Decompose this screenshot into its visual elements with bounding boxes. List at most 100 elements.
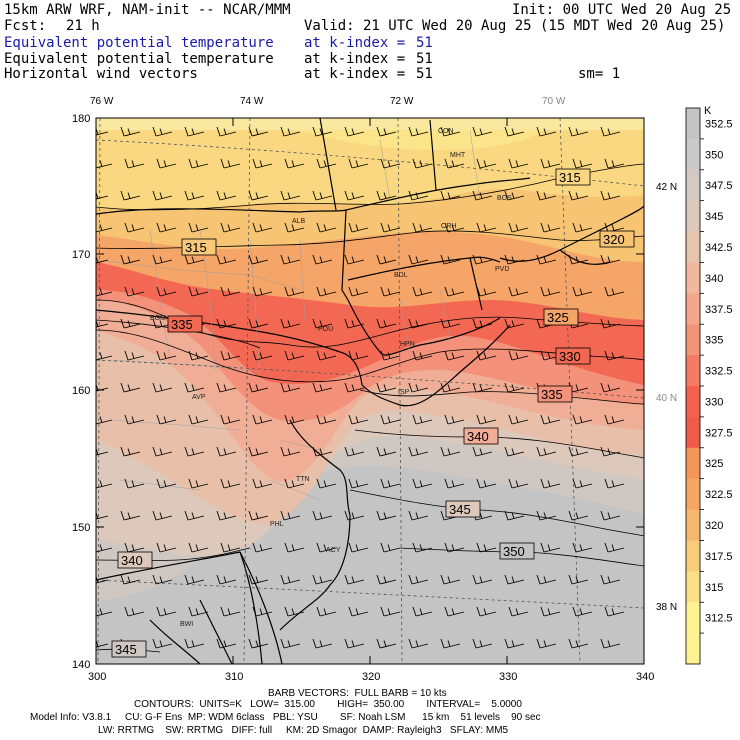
wind-barb — [504, 190, 525, 201]
colorbar-unit: K — [704, 105, 712, 117]
wind-barb — [120, 254, 141, 265]
field-1-name: Equivalent potential temperature — [4, 35, 274, 51]
field-3-value: 51 — [416, 66, 433, 82]
colorbar-label: 337.5 — [705, 304, 733, 316]
colorbar-swatch — [686, 108, 700, 140]
colorbar-swatch — [686, 540, 700, 572]
wind-barb — [444, 350, 465, 361]
wind-barb — [120, 510, 141, 521]
wind-barb — [600, 254, 621, 265]
wind-barb — [252, 158, 273, 169]
wind-barb — [572, 158, 593, 169]
fcst-value: 21 h — [66, 18, 100, 34]
wind-barb — [312, 446, 333, 457]
wind-barb — [344, 254, 365, 265]
wind-barb — [600, 638, 621, 649]
wind-barb — [376, 574, 397, 585]
wind-barb — [604, 542, 625, 553]
wind-barb — [188, 542, 209, 553]
wind-barb — [216, 510, 237, 521]
wind-barb — [120, 126, 141, 137]
wind-barb — [156, 286, 177, 297]
wind-barb — [600, 510, 621, 521]
wind-barb — [312, 638, 333, 649]
contour-label: 325 — [547, 310, 569, 325]
wind-barb — [380, 286, 401, 297]
wind-barb — [572, 414, 593, 425]
wind-barb — [188, 414, 209, 425]
contour-label: 340 — [121, 553, 143, 568]
wind-barb — [408, 446, 429, 457]
wind-barb — [508, 414, 529, 425]
wind-barb — [216, 638, 237, 649]
wind-barb — [344, 638, 365, 649]
wind-barb — [120, 382, 141, 393]
wind-barb — [540, 158, 561, 169]
lon-label: 72 W — [390, 96, 414, 107]
wind-barb — [96, 160, 113, 169]
contour-label: 345 — [449, 502, 471, 517]
lon-label: 76 W — [90, 96, 114, 107]
wind-barb — [316, 542, 337, 553]
wind-barb — [348, 606, 369, 617]
wind-barb — [408, 190, 429, 201]
wind-barb — [184, 574, 205, 585]
wind-barb — [344, 574, 365, 585]
wind-barb — [284, 158, 305, 169]
colorbar-swatch — [686, 138, 700, 171]
wind-barb — [184, 254, 205, 265]
wind-barb — [380, 222, 401, 233]
wind-barb — [156, 542, 177, 553]
wind-barb — [600, 126, 621, 137]
wind-barb — [348, 222, 369, 233]
city-label: TTN — [296, 476, 310, 483]
wind-barb — [472, 254, 493, 265]
contour-label: 315 — [559, 170, 581, 185]
wind-barb — [348, 478, 369, 489]
wind-barb — [252, 350, 273, 361]
wind-barb — [216, 254, 237, 265]
wind-barb — [472, 638, 493, 649]
city-label: ISP — [398, 389, 410, 396]
wind-barb — [440, 446, 461, 457]
wind-barb — [444, 542, 465, 553]
wind-barb — [440, 638, 461, 649]
city-label: POU — [318, 326, 333, 333]
lon-label: 70 W — [542, 96, 566, 107]
colorbar-swatch — [686, 447, 700, 480]
wind-barb — [476, 158, 497, 169]
wind-barb — [344, 446, 365, 457]
wind-barb — [124, 286, 145, 297]
wind-barb — [96, 352, 113, 361]
wind-barb — [280, 638, 301, 649]
x-tick-label: 300 — [88, 671, 106, 683]
wind-barb — [124, 606, 145, 617]
colorbar-label: 332.5 — [705, 366, 733, 378]
wind-barb — [96, 608, 113, 617]
wind-barb — [152, 574, 173, 585]
wind-barb — [248, 382, 269, 393]
wind-barb — [184, 638, 205, 649]
wind-barb — [284, 414, 305, 425]
wind-barb — [536, 126, 557, 137]
colorbar-label: 327.5 — [705, 427, 733, 439]
wind-barb — [444, 478, 465, 489]
wind-barb — [220, 350, 241, 361]
contour-label: 330 — [559, 349, 581, 364]
wind-barb — [472, 574, 493, 585]
wind-barb — [284, 542, 305, 553]
wind-barb — [248, 190, 269, 201]
wind-barb — [412, 606, 433, 617]
wind-barb — [540, 222, 561, 233]
colorbar-label: 340 — [705, 273, 723, 285]
wind-barb — [568, 446, 589, 457]
y-tick-label: 170 — [72, 249, 90, 261]
colorbar-swatch — [686, 324, 700, 356]
wind-barb — [152, 446, 173, 457]
city-label: BWI — [180, 621, 193, 628]
y-tick-label: 150 — [72, 522, 90, 534]
city-label: CON — [438, 128, 454, 135]
wind-barbs — [96, 126, 625, 649]
field-3-level: at k-index = — [304, 66, 406, 82]
